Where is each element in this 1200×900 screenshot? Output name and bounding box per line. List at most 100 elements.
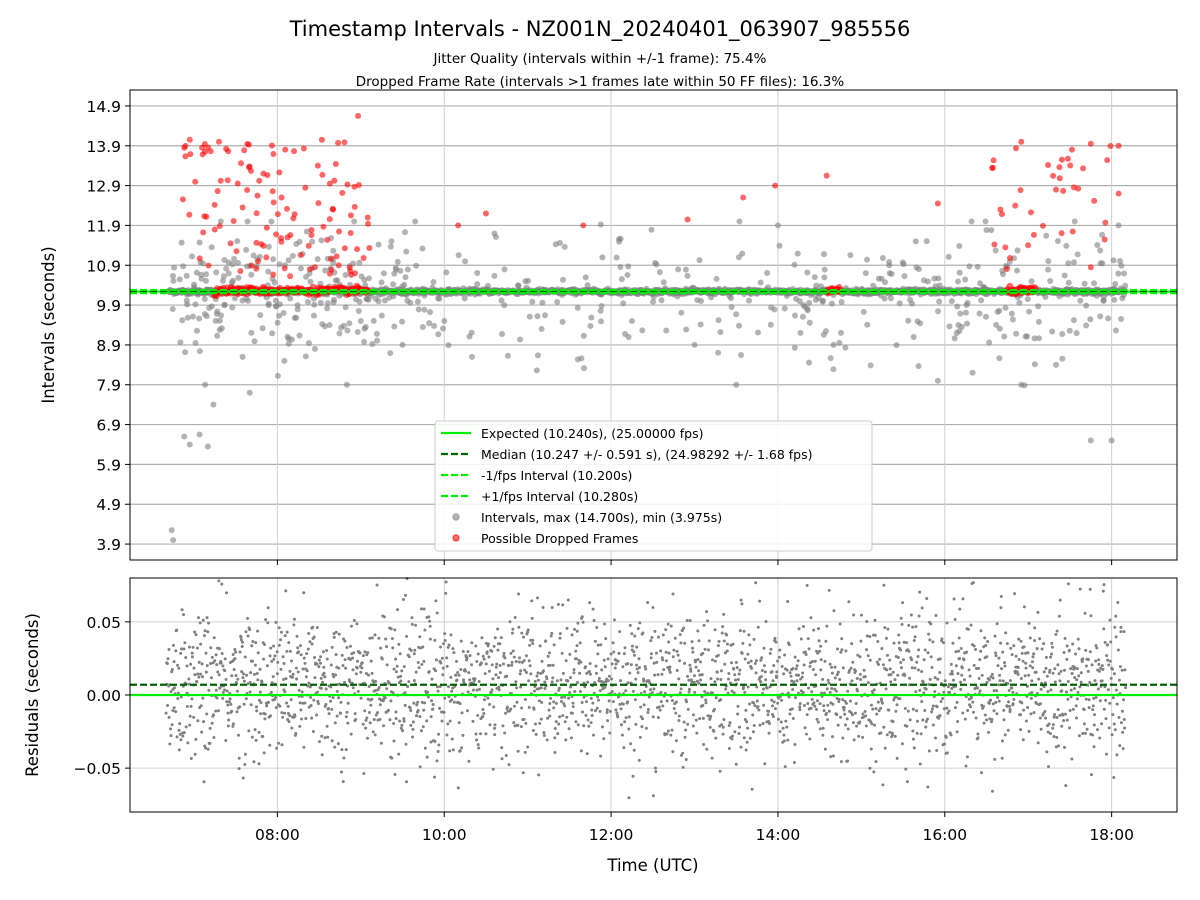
residual-point xyxy=(536,678,540,682)
residual-point xyxy=(242,702,246,706)
interval-point xyxy=(317,299,324,306)
interval-point xyxy=(1061,272,1068,279)
residual-point xyxy=(850,679,854,683)
residual-point xyxy=(482,712,486,716)
residual-point xyxy=(776,717,780,721)
dropped-frame-point xyxy=(364,214,371,221)
residual-point xyxy=(767,731,771,735)
residual-point xyxy=(451,748,455,752)
residual-point xyxy=(240,640,244,644)
residual-point xyxy=(854,669,858,673)
residual-point xyxy=(694,660,698,664)
residual-point xyxy=(640,725,644,729)
residual-point xyxy=(505,705,509,709)
residual-point xyxy=(332,675,336,679)
residual-point xyxy=(585,752,589,756)
interval-point xyxy=(176,276,183,283)
residual-point xyxy=(915,731,919,735)
interval-point xyxy=(388,238,395,245)
residual-point xyxy=(776,659,780,663)
residual-point xyxy=(838,622,842,626)
residual-point xyxy=(598,709,602,713)
residual-point xyxy=(690,680,694,684)
residual-point xyxy=(728,721,732,725)
residual-point xyxy=(273,654,277,658)
interval-point xyxy=(713,275,720,282)
residual-point xyxy=(518,672,522,676)
residual-point xyxy=(484,732,488,736)
dropped-frame-point xyxy=(1056,175,1063,182)
residual-point xyxy=(317,665,321,669)
residual-point xyxy=(594,664,598,668)
residual-point xyxy=(339,711,343,715)
residual-point xyxy=(170,723,174,727)
residual-point xyxy=(385,663,389,667)
residual-point xyxy=(199,642,203,646)
interval-point xyxy=(474,281,481,288)
residual-point xyxy=(546,716,550,720)
dropped-frame-point xyxy=(311,264,318,271)
residual-point xyxy=(782,672,786,676)
residual-point xyxy=(355,666,359,670)
dropped-frame-point xyxy=(331,177,338,184)
interval-point xyxy=(431,322,438,329)
residual-point xyxy=(658,708,662,712)
residual-point xyxy=(249,703,253,707)
residual-point xyxy=(514,680,518,684)
residual-point xyxy=(910,658,914,662)
residual-point xyxy=(836,647,840,651)
residual-point xyxy=(274,620,278,624)
residual-point xyxy=(740,651,744,655)
residual-point xyxy=(604,637,608,641)
interval-point xyxy=(800,301,807,308)
dropped-frame-point xyxy=(260,242,267,249)
residual-point xyxy=(746,685,750,689)
y-tick-label: 10.9 xyxy=(86,257,121,275)
interval-point xyxy=(390,281,397,288)
residual-point xyxy=(266,606,270,610)
residual-point xyxy=(882,725,886,729)
interval-point xyxy=(193,327,200,334)
residual-point xyxy=(903,706,907,710)
dropped-frame-point xyxy=(1017,187,1024,194)
interval-point xyxy=(391,323,398,330)
residual-point xyxy=(630,644,634,648)
residual-point xyxy=(749,659,753,663)
residual-point xyxy=(578,671,582,675)
residual-point xyxy=(534,732,538,736)
residual-point xyxy=(230,674,234,678)
residual-point xyxy=(352,618,356,622)
residual-point xyxy=(448,719,452,723)
residual-point xyxy=(412,679,416,683)
interval-point xyxy=(342,304,349,311)
residual-point xyxy=(213,659,217,663)
residual-point xyxy=(689,669,693,673)
interval-point xyxy=(820,251,827,258)
residual-point xyxy=(674,711,678,715)
residual-point xyxy=(324,687,328,691)
residual-point xyxy=(725,633,729,637)
residual-point xyxy=(430,677,434,681)
interval-point xyxy=(983,226,990,233)
residual-point xyxy=(250,644,254,648)
residual-point xyxy=(673,636,677,640)
residual-point xyxy=(409,709,413,713)
residual-point xyxy=(319,686,323,690)
intervals-y-ticks: 3.94.95.96.97.98.99.910.911.912.913.914.… xyxy=(86,98,130,554)
interval-point xyxy=(234,238,241,245)
interval-point xyxy=(650,298,657,305)
residual-point xyxy=(190,651,194,655)
dropped-frame-point xyxy=(1012,145,1019,152)
dropped-frame-point xyxy=(214,188,221,195)
interval-point xyxy=(862,270,869,277)
residual-point xyxy=(629,663,633,667)
residual-point xyxy=(574,720,578,724)
residual-point xyxy=(624,716,628,720)
interval-point xyxy=(554,299,561,306)
residual-point xyxy=(692,674,696,678)
interval-point xyxy=(881,295,888,302)
residual-point xyxy=(674,700,678,704)
residual-point xyxy=(751,713,755,717)
residual-point xyxy=(575,629,579,633)
residual-point xyxy=(716,653,720,657)
